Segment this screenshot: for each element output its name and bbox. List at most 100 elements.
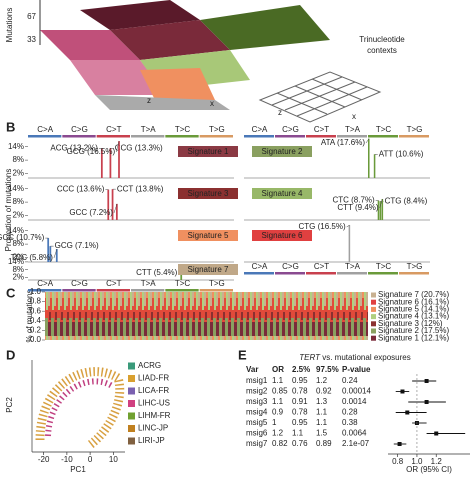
peak-bar xyxy=(100,148,103,178)
category-strip xyxy=(306,135,336,138)
table-cell: 0.76 xyxy=(292,439,308,448)
category-strip xyxy=(131,135,165,138)
legend-label: LIHM-FR xyxy=(138,411,171,420)
table-cell: 0.95 xyxy=(292,376,308,385)
table-cell: 0.9 xyxy=(272,408,284,417)
category-label: C>T xyxy=(314,262,329,271)
peak-bar xyxy=(368,138,370,178)
peak-bar xyxy=(55,249,58,262)
c-y-label: % of mutations xyxy=(25,290,34,343)
category-label: C>G xyxy=(71,125,88,134)
peak-label: ATT (10.6%) xyxy=(379,149,424,158)
peak-bar xyxy=(381,198,384,220)
category-label: T>G xyxy=(209,279,225,288)
category-strip xyxy=(62,289,96,292)
signature-name: Signature 1 xyxy=(188,147,229,156)
category-strip xyxy=(337,135,367,138)
category-label: T>A xyxy=(345,125,361,134)
category-strip xyxy=(306,272,336,275)
category-label: C>G xyxy=(71,279,88,288)
peak-leader xyxy=(115,141,120,153)
y-tick-label: 8% xyxy=(12,239,24,248)
a-y-tick: 67 xyxy=(27,12,36,21)
legend-swatch xyxy=(371,335,376,341)
c-exposure-texture xyxy=(45,292,368,340)
y-tick-label: 2% xyxy=(12,273,24,282)
category-label: T>C xyxy=(376,262,392,271)
signature-name: Signature 6 xyxy=(262,231,303,240)
panel-label: B xyxy=(6,119,15,134)
a-y-tick: 33 xyxy=(27,35,36,44)
y-tick-label: 8% xyxy=(12,155,24,164)
context-grid xyxy=(258,71,382,123)
signature-box xyxy=(178,188,238,199)
category-strip xyxy=(275,135,305,138)
category-label: T>A xyxy=(141,279,157,288)
a-axis-z: z xyxy=(147,96,151,105)
category-strip xyxy=(244,272,274,275)
peak-label: CTC (8.7%) xyxy=(332,196,375,205)
legend-swatch xyxy=(371,321,376,327)
legend-label: LIRI-JP xyxy=(138,436,165,445)
table-cell: 0.0014 xyxy=(342,397,367,406)
category-strip xyxy=(368,272,398,275)
e-title: TERT vs. mutational exposures xyxy=(299,353,410,362)
peak-bar xyxy=(379,201,382,220)
peak-leader xyxy=(379,198,383,209)
peak-bar xyxy=(107,189,110,220)
table-cell: 0.00014 xyxy=(342,387,371,396)
y-tick-label: 14% xyxy=(8,226,24,235)
y-tick-label: 14% xyxy=(8,142,24,151)
d-x-label: PC1 xyxy=(70,465,86,474)
legend-label: Signature 5 (14.1%) xyxy=(378,305,449,314)
panel-label: D xyxy=(6,347,15,362)
or-point xyxy=(405,410,410,415)
peak-label: CCG (13.3%) xyxy=(115,143,163,152)
legend-swatch xyxy=(371,299,376,305)
category-strip xyxy=(399,135,429,138)
category-label: T>A xyxy=(141,125,157,134)
table-cell: 0.91 xyxy=(292,397,308,406)
x-tick-label: -10 xyxy=(61,455,73,464)
signature-name: Signature 5 xyxy=(188,231,229,240)
signature-box xyxy=(178,146,238,157)
category-label: T>G xyxy=(407,262,423,271)
category-label: C>A xyxy=(252,262,268,271)
or-point xyxy=(397,442,402,446)
or-point xyxy=(400,389,405,394)
peak-label: CTG (16.5%) xyxy=(299,222,346,231)
peak-label: CTG (8.4%) xyxy=(385,196,428,205)
x-axis-label: OR (95% CI) xyxy=(406,465,452,474)
peak-leader xyxy=(53,248,58,259)
category-strip xyxy=(62,135,96,138)
table-cell: 1.1 xyxy=(272,397,284,406)
category-strip xyxy=(399,272,429,275)
legend-label: ACRG xyxy=(138,361,161,370)
table-cell: 1.1 xyxy=(316,418,328,427)
a-axis-z: z xyxy=(278,108,282,117)
legend-label: LICA-FR xyxy=(138,386,169,395)
category-label: T>C xyxy=(175,125,191,134)
signature-name: Signature 4 xyxy=(262,189,303,198)
legend-swatch xyxy=(128,400,135,407)
table-cell: msig4 xyxy=(246,408,268,417)
peak-label: GCG (7.1%) xyxy=(55,241,99,250)
peak-label: CTT (5.4%) xyxy=(136,268,178,277)
x-tick-label: 1.2 xyxy=(431,457,443,466)
peak-label: GCC (10.7%) xyxy=(0,233,45,242)
category-label: T>C xyxy=(376,125,392,134)
a-axis-x: x xyxy=(352,112,356,121)
y-tick-label: 0.0 xyxy=(30,335,42,344)
peak-label: GCC (7.2%) xyxy=(69,208,113,217)
table-cell: 2.1e-07 xyxy=(342,439,370,448)
table-cell: 1.1 xyxy=(292,429,304,438)
peak-label: CTT (9.4%) xyxy=(337,203,379,212)
peak-bar xyxy=(49,246,52,262)
peak-label: CCC (13.6%) xyxy=(57,185,105,194)
peak-bar xyxy=(348,225,351,262)
or-point xyxy=(424,400,429,404)
legend-label: Signature 7 (20.7%) xyxy=(378,290,449,299)
table-cell: 0.78 xyxy=(292,387,308,396)
legend-swatch xyxy=(128,437,135,445)
